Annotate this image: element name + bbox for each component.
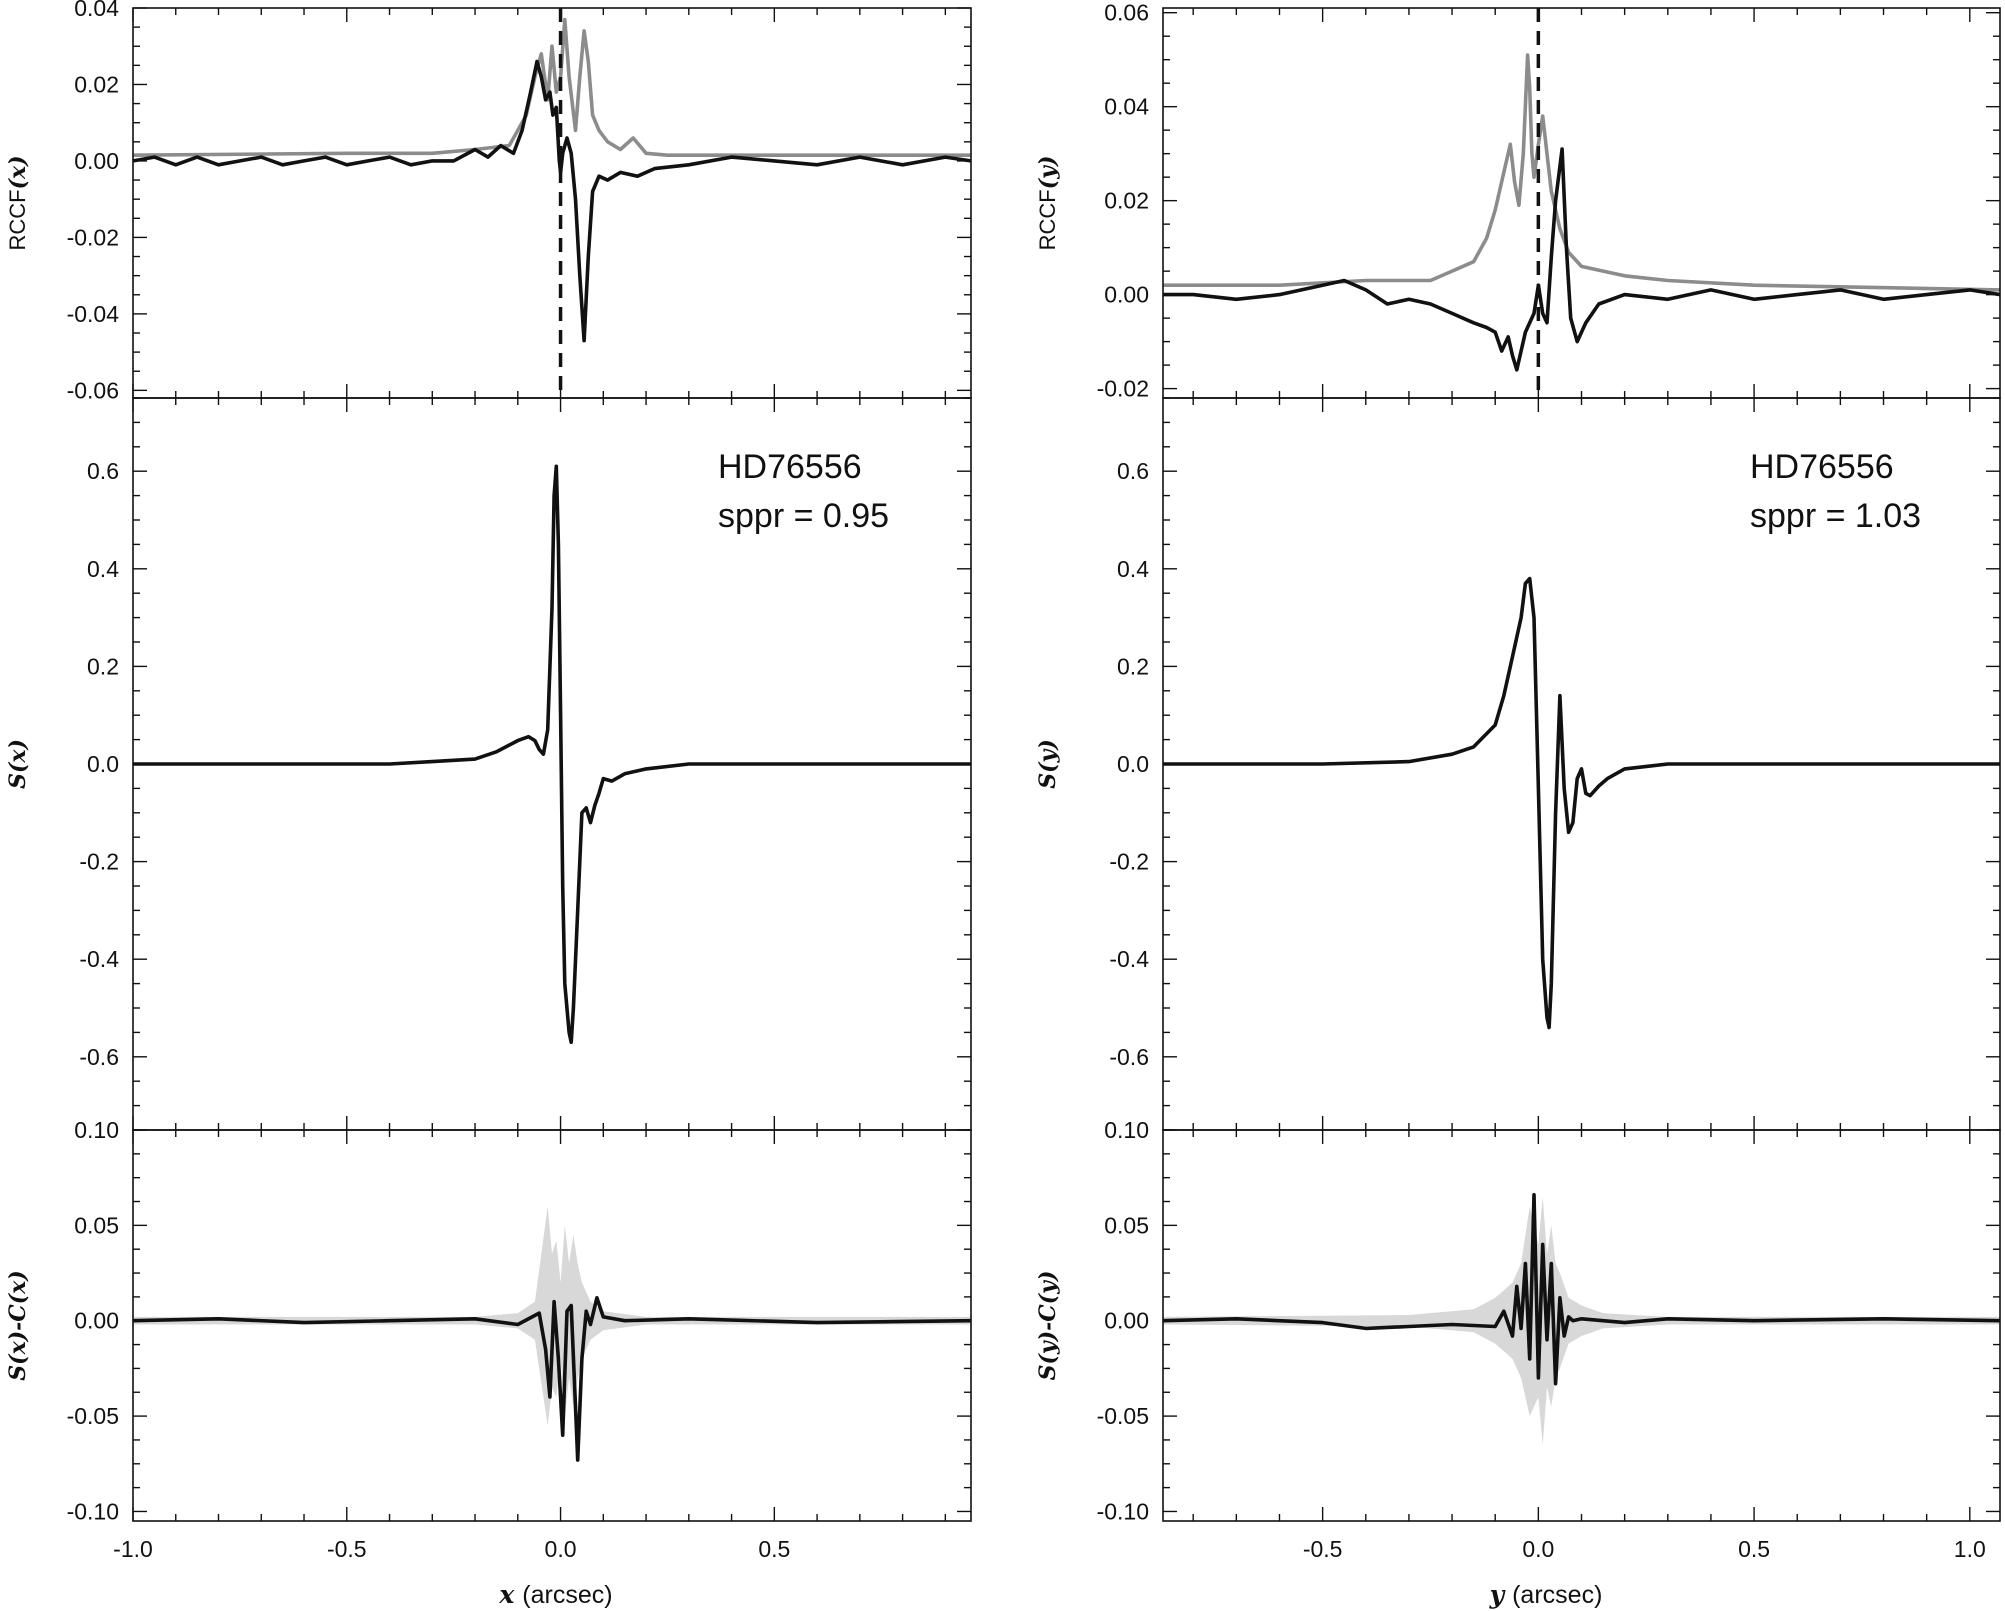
xlabel-right-var: y	[1489, 1580, 1506, 1609]
y-axis-label-prefix: RCCF	[1035, 189, 1060, 250]
y-tick-label: 0.00	[74, 1308, 119, 1334]
xlabel-left-unit: (arcsec)	[522, 1581, 612, 1609]
y-tick-label: 0.05	[1104, 1212, 1149, 1238]
y-tick-label: -0.4	[79, 946, 119, 972]
y-tick-label: 0.4	[87, 556, 119, 582]
x-tick-label: 1.0	[1954, 1536, 1986, 1562]
x-tick-label: -0.5	[327, 1536, 367, 1562]
y-axis-label: RCCF(x)	[5, 155, 31, 250]
y-axis-label-var: (x)	[5, 155, 31, 189]
y-tick-label: -0.02	[1097, 376, 1149, 402]
series-line-1	[1163, 1193, 2000, 1386]
y-tick-label: 0.6	[87, 458, 119, 484]
plot-frame	[132, 1129, 972, 1522]
xlabel-right: y (arcsec)	[1489, 1580, 1603, 1609]
series-line-1	[1163, 576, 2000, 1030]
uncertainty-band	[1163, 1196, 2000, 1445]
y-tick-label: -0.6	[1109, 1044, 1149, 1070]
annotation-star-right: HD76556	[1750, 448, 1894, 486]
y-tick-label: 0.0	[1117, 751, 1149, 777]
panel-top-right: -0.02 0.00 0.02 0.04 0.06 RCCF(y)	[1035, 0, 2001, 402]
y-tick-label: -0.10	[67, 1498, 119, 1524]
y-tick-label: 0.6	[1117, 458, 1149, 484]
annotation-star-left: HD76556	[718, 448, 862, 486]
y-tick-label: 0.10	[74, 1117, 119, 1143]
y-axis-label-text: S(y)-C(y)	[1035, 1271, 1061, 1381]
annotation-sppr-left: sppr = 0.95	[718, 497, 889, 535]
y-axis-label-text: S(x)-C(x)	[5, 1270, 31, 1380]
y-tick-label: 0.02	[74, 71, 119, 97]
x-tick-label: -0.5	[1303, 1536, 1343, 1562]
y-axis-label: S(x)	[5, 739, 31, 789]
y-tick-label: 0.2	[1117, 653, 1149, 679]
y-tick-label: 0.02	[1104, 188, 1149, 214]
y-axis-label-var: (y)	[1035, 156, 1061, 190]
y-axis-label-text: S(x)	[5, 739, 31, 789]
y-tick-label: -0.05	[1097, 1403, 1149, 1429]
y-tick-label: 0.0	[87, 751, 119, 777]
y-tick-label: -0.6	[79, 1044, 119, 1070]
y-tick-label: -0.4	[1109, 946, 1149, 972]
xlabel-right-unit: (arcsec)	[1512, 1581, 1602, 1609]
y-tick-label: -0.02	[67, 224, 119, 250]
panel-middle-right: -0.6 -0.4 -0.2 0.0 0.2 0.4 0.6 S(y)	[1035, 397, 2001, 1131]
y-tick-label: -0.05	[67, 1403, 119, 1429]
x-tick-label: 0.0	[1522, 1536, 1554, 1562]
y-axis-label: S(y)-C(y)	[1035, 1271, 1061, 1381]
xlabel-left: x (arcsec)	[498, 1580, 612, 1609]
y-axis-label: S(y)	[1035, 739, 1061, 789]
y-tick-label: -0.04	[67, 301, 120, 327]
y-tick-label: -0.06	[67, 377, 119, 403]
x-tick-label: 0.5	[1738, 1536, 1770, 1562]
y-axis-label-text: S(y)	[1035, 739, 1061, 789]
series-line-1	[133, 17, 971, 157]
panel-bottom-left: -0.10 -0.05 0.00 0.05 0.10 -1.0 -0.5 0.0 0.5 S(x)…	[5, 1117, 972, 1562]
x-tick-label: -1.0	[113, 1536, 153, 1562]
y-tick-label: 0.2	[87, 653, 119, 679]
series-line-2	[1163, 147, 2000, 372]
y-axis-label: S(x)-C(x)	[5, 1270, 31, 1380]
xlabel-left-var: x	[498, 1580, 515, 1609]
y-tick-label: 0.04	[1104, 94, 1149, 120]
y-tick-label: -0.2	[1109, 849, 1149, 875]
series-line-1	[133, 1296, 971, 1462]
series-line-1	[1163, 53, 2000, 292]
y-tick-label: 0.04	[74, 0, 119, 21]
x-tick-label: 0.5	[758, 1536, 790, 1562]
y-tick-label: 0.05	[74, 1212, 119, 1238]
y-axis-label-prefix: RCCF	[5, 189, 30, 250]
y-axis-label: RCCF(y)	[1035, 156, 1061, 251]
panel-top-left: -0.06 -0.04 -0.02 0.00 0.02 0.04 RCCF(x)	[5, 0, 972, 403]
y-tick-label: 0.06	[1104, 0, 1149, 26]
y-tick-label: -0.2	[79, 849, 119, 875]
y-tick-label: 0.00	[1104, 282, 1149, 308]
y-tick-label: 0.10	[1104, 1117, 1149, 1143]
plot-frame	[1162, 7, 2001, 399]
panels-layer: -0.06-0.04-0.020.000.020.04RCCF(x)-0.6-0…	[5, 0, 2001, 1562]
series-line-1	[133, 464, 971, 1044]
annotation-sppr-right: sppr = 1.03	[1750, 497, 1921, 535]
panel-bottom-right: -0.10 -0.05 0.00 0.05 0.10 -0.5 0.0 0.5 1.0 S(y)-…	[1035, 1117, 2001, 1562]
y-tick-label: 0.00	[1104, 1308, 1149, 1334]
y-tick-label: 0.00	[74, 148, 119, 174]
y-tick-label: -0.10	[1097, 1498, 1149, 1524]
y-tick-label: 0.4	[1117, 556, 1149, 582]
series-line-2	[133, 59, 971, 343]
x-tick-label: 0.0	[545, 1536, 577, 1562]
panel-middle-left: -0.6 -0.4 -0.2 0.0 0.2 0.4 0.6 S(x)	[5, 397, 972, 1131]
